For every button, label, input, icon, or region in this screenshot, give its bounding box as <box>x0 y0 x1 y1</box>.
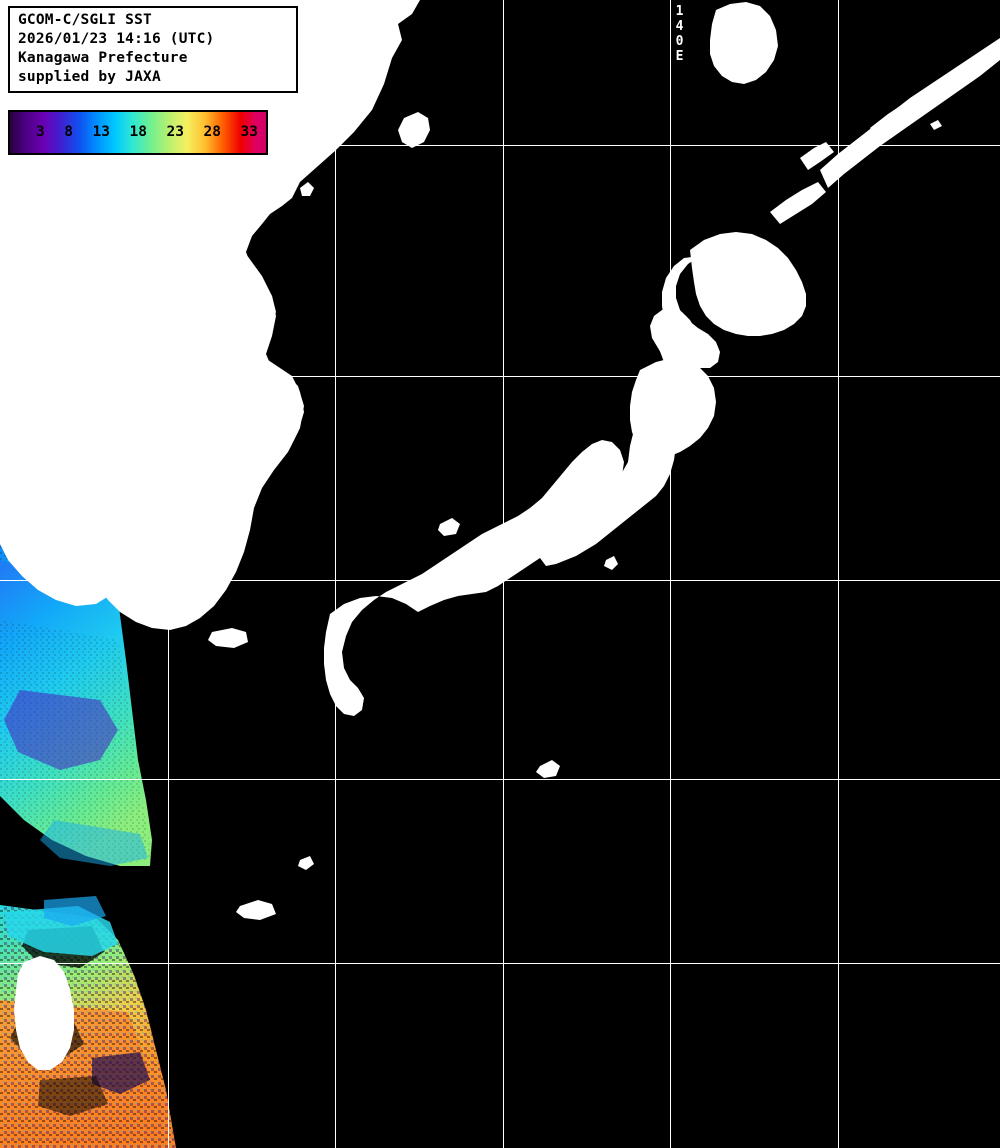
product-title: GCOM-C/SGLI SST <box>18 12 152 28</box>
grid-lat-line <box>0 963 1000 964</box>
colorbar-tick: 18 <box>129 124 147 141</box>
grid-lon-line <box>335 0 336 1148</box>
grid-lat-line <box>0 580 1000 581</box>
sst-colorbar: 3 8 13 18 23 28 33 <box>8 110 268 155</box>
colorbar-tick-labels: 3 8 13 18 23 28 33 <box>10 112 266 153</box>
grid-lat-line <box>0 779 1000 780</box>
product-datetime: 2026/01/23 14:16 (UTC) <box>18 31 215 47</box>
grid-lon-line <box>670 0 671 1148</box>
grid-lon-line <box>838 0 839 1148</box>
latitude-label-40n: 40N <box>2 350 30 368</box>
colorbar-gradient <box>10 112 266 153</box>
grid-lat-line <box>0 145 1000 146</box>
product-info-box: GCOM-C/SGLI SST 2026/01/23 14:16 (UTC) K… <box>8 6 298 93</box>
grid-lat-line <box>0 376 1000 377</box>
product-region: Kanagawa Prefecture <box>18 50 188 66</box>
grid-lon-line <box>168 0 169 1148</box>
grid-lon-line <box>503 0 504 1148</box>
colorbar-tick: 28 <box>203 124 221 141</box>
colorbar-tick: 33 <box>240 124 258 141</box>
colorbar-tick: 13 <box>92 124 110 141</box>
colorbar-tick: 3 <box>36 124 45 141</box>
product-credit: supplied by JAXA <box>18 69 161 85</box>
longitude-label-140e: 140E <box>672 4 687 64</box>
colorbar-tick: 23 <box>166 124 184 141</box>
colorbar-tick: 8 <box>64 124 73 141</box>
